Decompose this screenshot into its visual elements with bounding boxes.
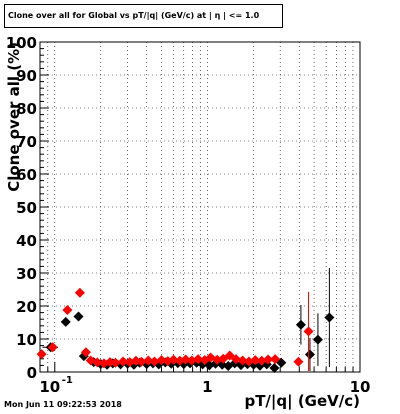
y-tick-label: 70: [16, 133, 37, 151]
data-point-red: [36, 349, 47, 360]
data-point-red: [168, 354, 179, 365]
y-tick-label: 100: [6, 34, 37, 52]
y-tick-label: 90: [16, 67, 37, 85]
data-point-red: [74, 287, 85, 298]
data-point-red: [80, 347, 91, 358]
data-point-red: [270, 354, 281, 365]
data-point-red: [263, 354, 274, 365]
data-point-red: [180, 354, 191, 365]
data-point-red: [47, 342, 58, 353]
data-point-red: [62, 304, 73, 315]
data-point-black: [60, 316, 71, 327]
data-point-red: [110, 357, 121, 368]
y-tick-label: 40: [16, 232, 37, 250]
x-tick-label: 10: [39, 378, 60, 396]
data-point-red: [149, 356, 160, 367]
data-point-red: [143, 355, 154, 366]
x-tick-label: 10: [350, 378, 371, 396]
data-point-black: [324, 312, 335, 323]
data-points: [36, 268, 335, 374]
data-point-red: [136, 356, 147, 367]
x-tick-label: 1: [202, 378, 212, 396]
data-point-red: [193, 354, 204, 365]
data-point-red: [231, 354, 242, 365]
data-point-black: [73, 311, 84, 322]
y-tick-label: 0: [27, 364, 37, 382]
y-tick-label: 10: [16, 331, 37, 349]
y-tick-label: 30: [16, 265, 37, 283]
data-point-red: [212, 354, 223, 365]
data-point-red: [243, 356, 254, 367]
data-point-black: [304, 349, 315, 360]
y-tick-label: 50: [16, 199, 37, 217]
chart-title: Clone over all for Global vs pT/|q| (GeV…: [4, 4, 283, 28]
grid: [40, 42, 360, 372]
data-point-red: [303, 326, 314, 337]
data-point-red: [186, 355, 197, 366]
y-tick-label: 80: [16, 100, 37, 118]
data-point-black: [312, 334, 323, 345]
data-point-red: [250, 355, 261, 366]
data-point-red: [156, 355, 167, 366]
data-point-red: [293, 356, 304, 367]
data-point-black: [295, 319, 306, 330]
data-point-black: [269, 363, 280, 374]
y-tick-label: 60: [16, 166, 37, 184]
data-point-red: [256, 355, 267, 366]
y-tick-label: 20: [16, 298, 37, 316]
data-point-red: [92, 357, 103, 368]
x-axis-label: pT/|q| (GeV/c): [244, 392, 360, 411]
timestamp-label: Mon Jun 11 09:22:53 2018: [4, 400, 122, 409]
data-point-red: [237, 355, 248, 366]
data-point-red: [118, 356, 129, 367]
x-tick-label-exponent: -1: [62, 375, 73, 386]
y-axis-label: Clone over all (%): [5, 42, 23, 192]
